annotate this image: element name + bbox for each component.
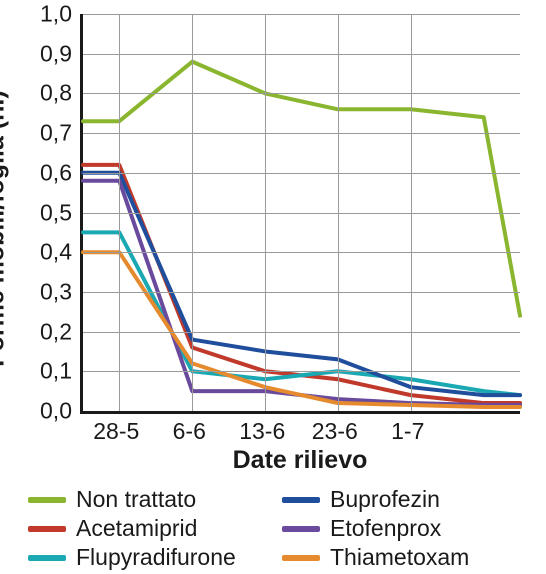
gridline-h [83,14,520,15]
gridline-h [83,213,520,214]
x-tick-label: 1-7 [391,418,424,445]
y-tick-label: 0,5 [12,199,72,226]
legend-item: Etofenprox [282,515,528,542]
y-tick-label: 0,8 [12,80,72,107]
chart-container: Forme mobili/foglia (n.) Date rilievo No… [0,0,546,574]
x-tick-label: 13-6 [239,418,285,445]
series-line [83,62,520,316]
legend: Non trattato Buprofezin Acetamiprid Etofenp… [28,486,528,571]
plot-area [80,14,520,414]
x-axis-label: Date rilievo [80,446,520,475]
gridline-v [411,14,412,411]
legend-swatch [28,526,66,532]
legend-item: Flupyradifurone [28,544,274,571]
gridline-v [338,14,339,411]
legend-item: Thiametoxam [282,544,528,571]
gridline-h [83,173,520,174]
x-tick-label: 23-6 [312,418,358,445]
x-tick-label: 28-5 [93,418,139,445]
legend-item: Acetamiprid [28,515,274,542]
legend-label: Acetamiprid [76,515,197,542]
gridline-h [83,332,520,333]
legend-swatch [282,497,320,503]
legend-swatch [28,497,66,503]
y-tick-label: 0,9 [12,40,72,67]
y-tick-label: 0,7 [12,120,72,147]
legend-label: Thiametoxam [330,544,469,571]
x-tick-label: 6-6 [173,418,206,445]
gridline-h [83,133,520,134]
gridline-h [83,371,520,372]
legend-swatch [282,555,320,561]
legend-swatch [28,555,66,561]
y-tick-label: 0,6 [12,159,72,186]
legend-label: Buprofezin [330,486,440,513]
legend-label: Etofenprox [330,515,441,542]
legend-swatch [282,526,320,532]
gridline-v [192,14,193,411]
y-tick-label: 0,1 [12,358,72,385]
legend-item: Buprofezin [282,486,528,513]
y-tick-label: 0,0 [12,398,72,425]
y-tick-label: 0,3 [12,278,72,305]
gridline-h [83,54,520,55]
gridline-v [265,14,266,411]
gridline-h [83,292,520,293]
legend-item: Non trattato [28,486,274,513]
gridline-v [119,14,120,411]
gridline-h [83,252,520,253]
series-line [83,252,520,407]
legend-label: Non trattato [76,486,196,513]
y-tick-label: 1,0 [12,1,72,28]
y-axis-label: Forme mobili/foglia (n.) [0,29,11,429]
legend-label: Flupyradifurone [76,544,236,571]
y-tick-label: 0,2 [12,318,72,345]
y-tick-label: 0,4 [12,239,72,266]
gridline-h [83,93,520,94]
